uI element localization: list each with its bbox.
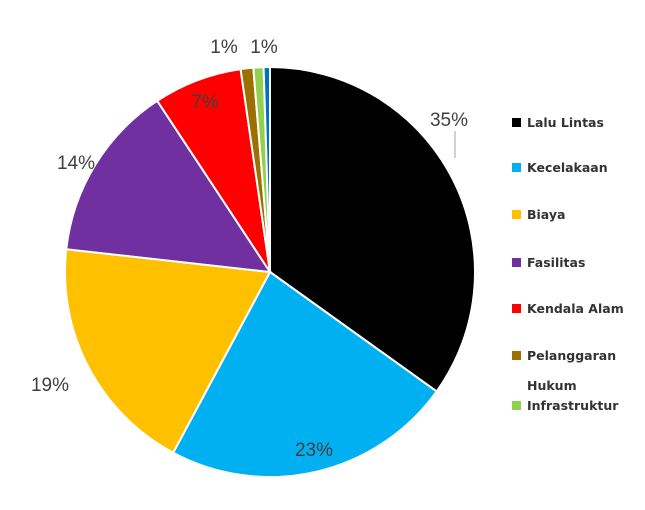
legend-item: Lalu Lintas	[512, 115, 604, 130]
legend-item: Hukum	[512, 378, 577, 393]
legend-label: Kendala Alam	[527, 301, 624, 316]
pie-slice-lalu-lintas	[269, 65, 476, 393]
legend-label: Fasilitas	[527, 255, 586, 270]
legend-item: Infrastruktur	[512, 398, 618, 413]
legend-item: Fasilitas	[512, 255, 585, 270]
data-label: 1%	[210, 37, 238, 58]
data-label: 7%	[191, 92, 219, 113]
legend-marker	[512, 258, 521, 267]
legend-marker	[512, 401, 521, 410]
legend-label: Biaya	[527, 207, 566, 222]
legend-item: Kecelakaan	[512, 160, 608, 175]
pie-slice-biaya	[64, 248, 272, 455]
pie-slice-fasilitas	[65, 99, 273, 274]
pie-slice-infrastruktur	[262, 65, 271, 273]
legend-label: Infrastruktur	[527, 398, 619, 413]
data-label: 1%	[250, 37, 278, 58]
legend-item: Kendala Alam	[512, 301, 624, 316]
legend-label: Pelanggaran	[527, 348, 617, 363]
data-label: 23%	[295, 440, 333, 461]
data-label: 35%	[430, 110, 468, 131]
legend-marker	[512, 351, 521, 360]
legend-label: Kecelakaan	[527, 160, 608, 175]
legend-marker	[512, 163, 521, 172]
legend-marker	[512, 118, 521, 127]
legend-item: Biaya	[512, 207, 565, 222]
legend-label: Lalu Lintas	[527, 115, 604, 130]
legend-item: Pelanggaran	[512, 348, 616, 363]
data-label: 14%	[57, 153, 95, 174]
data-label: 19%	[31, 375, 69, 396]
legend-label: Hukum	[527, 378, 577, 393]
pie-slice-kecelakaan	[171, 270, 439, 478]
legend-marker	[512, 210, 521, 219]
legend-marker	[512, 304, 521, 313]
